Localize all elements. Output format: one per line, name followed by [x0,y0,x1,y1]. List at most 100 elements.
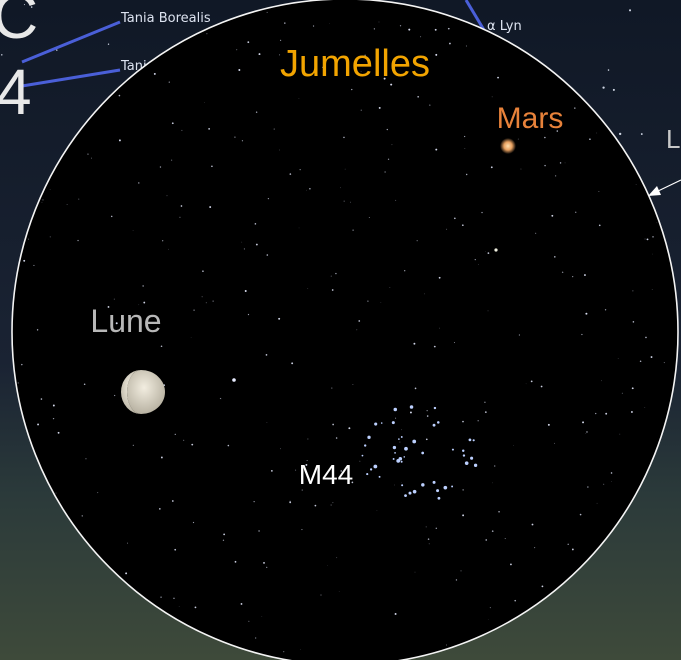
star [52,404,55,407]
star [547,423,550,426]
binocular-field [12,0,678,660]
corner-letter: C [0,0,38,52]
star [487,252,490,255]
star [414,387,417,390]
star [468,438,472,442]
corner-number: 4 [0,56,32,128]
star [409,411,412,414]
constellation-line [464,0,486,31]
star [635,184,637,186]
star [329,23,330,24]
star [435,148,438,151]
star [472,439,475,442]
star [470,456,474,460]
star [451,448,454,451]
star [236,49,238,51]
star [40,398,43,400]
star [567,543,569,546]
star [514,599,516,602]
star [437,496,441,500]
star [395,199,397,201]
star [360,109,362,111]
star [254,223,257,225]
field-title: Jumelles [280,43,430,85]
star [465,45,467,47]
star [211,165,213,168]
star [30,6,33,8]
star [171,500,174,502]
star [255,637,257,639]
star [484,401,486,403]
star [596,132,598,134]
star [173,597,175,600]
star [367,435,371,440]
star [127,542,129,544]
star [535,232,537,234]
star [646,238,649,241]
field-outline [11,0,679,660]
star [208,127,211,130]
star [487,310,489,312]
star [223,533,226,536]
star [586,431,588,433]
star [556,130,559,132]
star [401,484,404,487]
star [395,417,397,419]
star [232,378,236,382]
star [408,491,412,495]
star [23,259,26,262]
star [404,446,408,451]
star [632,321,635,323]
star [83,383,86,386]
star [194,606,197,609]
star [107,306,110,308]
star [617,358,619,359]
star [118,94,121,97]
star [352,384,354,386]
star [41,201,43,203]
star [358,320,361,322]
star [595,412,597,415]
star [307,288,309,289]
star [378,21,380,23]
star [320,594,322,596]
star [433,345,436,348]
star [220,398,222,400]
star [409,405,414,409]
star [572,276,574,278]
star [394,612,397,615]
star [390,83,393,86]
star [201,296,203,298]
star [426,415,429,417]
star [518,334,521,336]
star [604,309,607,311]
star [367,300,369,302]
star [298,227,300,229]
star [432,423,436,427]
star [398,456,403,461]
star [56,49,58,51]
star [270,469,273,472]
star [414,571,416,573]
star [447,27,450,30]
star [531,523,534,526]
star [596,502,598,504]
star [513,445,514,446]
star [77,239,79,242]
star [55,492,57,494]
star [420,36,422,38]
star-label: Tania Borealis [120,11,211,26]
star [598,191,600,192]
star [160,596,162,598]
star [645,336,647,339]
star [57,431,60,434]
star [631,387,634,390]
star [202,270,204,272]
star [309,187,311,190]
star [321,66,324,68]
star [451,485,454,488]
star [243,248,245,250]
star [478,264,479,266]
star [454,217,456,220]
star [517,138,519,140]
